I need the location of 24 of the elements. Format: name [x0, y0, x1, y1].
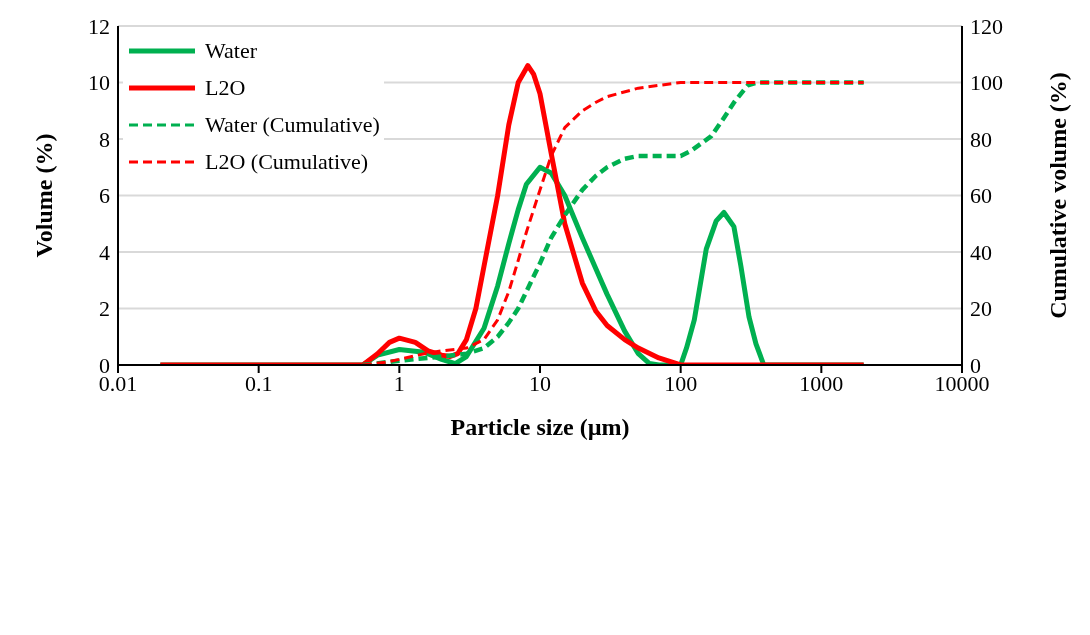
y-tick-label: 8: [99, 126, 110, 152]
legend-label: Water (Cumulative): [205, 111, 380, 138]
y2-tick-label: 60: [970, 183, 992, 209]
y-tick-label: 10: [88, 70, 110, 96]
x-tick-label: 0.1: [244, 370, 273, 396]
legend-label: L2O (Cumulative): [205, 148, 369, 175]
y-axis-title: Volume (%): [30, 133, 57, 258]
x-tick-label: 1: [393, 370, 405, 396]
x-axis-title: Particle size (µm): [450, 414, 630, 440]
x-tick-label: 100: [664, 370, 698, 396]
x-tick-label: 10: [529, 370, 551, 396]
y2-axis-title: Cumulative volume (%): [1044, 72, 1071, 319]
legend-label: L2O: [205, 74, 246, 101]
x-tick-label: 1000: [799, 370, 844, 396]
y-tick-label: 6: [99, 183, 110, 209]
legend-label: Water: [205, 37, 257, 64]
y2-tick-label: 100: [970, 70, 1003, 96]
y2-tick-label: 120: [970, 13, 1003, 39]
y2-tick-label: 20: [970, 296, 992, 322]
y2-tick-label: 80: [970, 126, 992, 152]
y-tick-label: 2: [99, 296, 110, 322]
y-tick-label: 12: [88, 13, 110, 39]
y-tick-label: 4: [99, 239, 110, 265]
y2-tick-label: 40: [970, 239, 992, 265]
